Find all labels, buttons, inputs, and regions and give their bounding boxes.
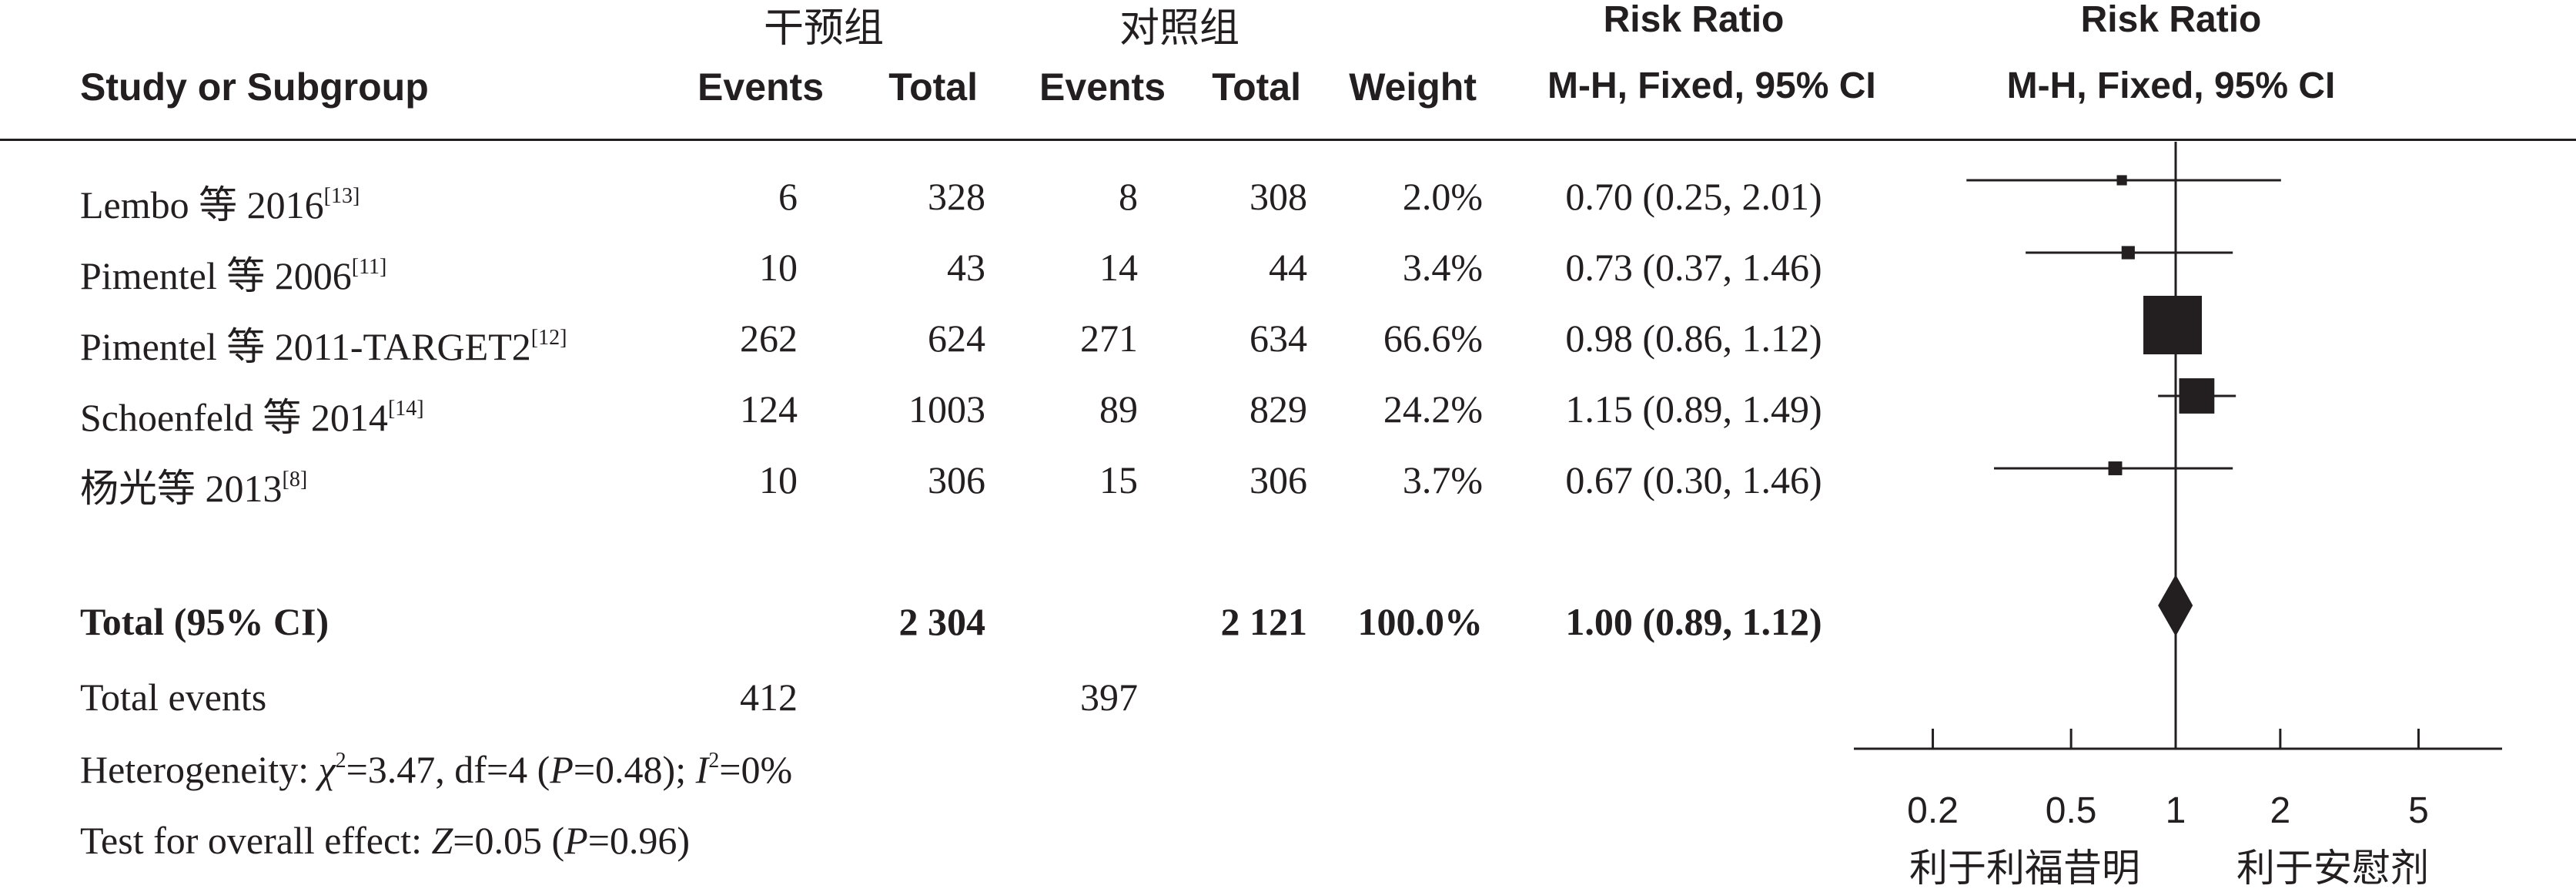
weight-column-header: Weight [1349,65,1477,109]
header-rule [0,139,2576,141]
total-control-sum: 2 121 [1220,600,1308,643]
total-events-intervention: 412 [740,676,798,719]
x-tick-label: 0.2 [1907,790,1959,831]
i-value: =0% [719,748,793,791]
total-events-control: 397 [1080,676,1138,719]
rr-method-header: M-H, Fixed, 95% CI [1547,65,1876,106]
i-exponent: 2 [708,748,720,773]
study-column-header: Study or Subgroup [80,65,429,109]
overall-p-symbol: P [564,819,588,862]
events-control-header: Events [1039,65,1166,109]
total-control: 308 [1250,175,1307,218]
pooled-diamond [2158,575,2193,636]
p-value: =0.48); [573,748,696,791]
x-tick-label: 2 [2270,790,2291,831]
favours-right-label: 利于安慰剂 [2236,846,2429,890]
plot-title: Risk Ratio [2080,0,2262,40]
i-symbol: I [695,748,709,791]
study-name: Lembo 等 2016 [80,183,324,226]
control-group-header: 对照组 [1119,7,1239,51]
overall-p-value: =0.96) [587,819,691,862]
study-ref: [11] [351,254,387,279]
study-row: 杨光等 2013[8] [80,458,307,513]
total-control: 829 [1250,387,1307,431]
study-name: Pimentel 等 2011-TARGET2 [80,325,531,368]
total-intervention-sum: 2 304 [898,600,986,643]
events-control: 89 [1099,387,1138,431]
study-name: Pimentel 等 2006 [80,254,352,297]
study-ref: [14] [387,396,424,421]
study-row: Lembo 等 2016[13] [80,174,360,230]
total-intervention-header: Total [888,65,978,109]
events-intervention: 10 [759,458,798,501]
overall-effect-line: Test for overall effect: Z=0.05 (P=0.96) [80,818,690,863]
p-symbol: P [550,748,574,791]
rr-value: 0.70 (0.25, 2.01) [1565,175,1822,218]
study-name: 杨光等 2013 [80,467,283,510]
total-intervention: 1003 [908,387,985,431]
point-estimate [2121,246,2135,260]
plot-method-header: M-H, Fixed, 95% CI [2006,65,2336,106]
total-intervention: 306 [928,458,985,501]
total-label: Total (95% CI) [80,600,330,643]
rr-value: 0.67 (0.30, 1.46) [1565,458,1822,501]
total-control: 44 [1269,246,1307,289]
point-estimate [2116,175,2127,186]
events-intervention: 10 [759,246,798,289]
point-estimate [2108,461,2123,475]
favours-left-label: 利于利福昔明 [1909,846,2140,890]
weight-value: 2.0% [1402,175,1483,218]
weight-value: 24.2% [1383,387,1483,431]
intervention-group-header: 干预组 [763,7,884,51]
x-tick-label: 0.5 [2046,790,2097,831]
x-tick-label: 1 [2166,790,2186,831]
total-intervention: 624 [928,317,985,360]
events-control: 271 [1080,317,1138,360]
pooled-rr-value: 1.00 (0.89, 1.12) [1565,600,1822,643]
total-weight: 100.0% [1357,600,1484,643]
chi-symbol: χ [318,748,336,791]
events-control: 15 [1099,458,1138,501]
total-events-label: Total events [80,676,267,719]
chi-exponent: 2 [335,748,346,773]
heterogeneity-line: Heterogeneity: χ2=3.47, df=4 (P=0.48); I… [80,747,792,792]
study-row: Pimentel 等 2011-TARGET2[12] [80,316,567,371]
rr-value: 1.15 (0.89, 1.49) [1565,387,1822,431]
rr-column-title: Risk Ratio [1603,0,1785,40]
point-estimate [2179,378,2215,414]
total-control-header: Total [1212,65,1301,109]
weight-value: 66.6% [1383,317,1483,360]
overall-prefix: Test for overall effect: [80,819,432,862]
weight-value: 3.4% [1402,246,1483,289]
events-intervention-header: Events [698,65,824,109]
events-intervention: 262 [740,317,798,360]
rr-value: 0.98 (0.86, 1.12) [1565,317,1822,360]
z-symbol: Z [431,819,453,862]
total-control: 634 [1250,317,1307,360]
study-ref: [12] [530,325,567,350]
total-intervention: 43 [947,246,985,289]
study-ref: [8] [282,467,308,491]
study-row: Schoenfeld 等 2014[14] [80,387,424,442]
heterogeneity-prefix: Heterogeneity: [80,748,319,791]
events-control: 8 [1119,175,1138,218]
total-intervention: 328 [928,175,985,218]
events-control: 14 [1099,246,1138,289]
study-ref: [13] [323,183,360,208]
point-estimate [2143,296,2203,354]
study-name: Schoenfeld 等 2014 [80,396,388,439]
events-intervention: 124 [740,387,798,431]
chi-value: =3.47, df=4 ( [346,748,550,791]
x-tick-label: 5 [2408,790,2429,831]
total-control: 306 [1250,458,1307,501]
weight-value: 3.7% [1402,458,1483,501]
z-value: =0.05 ( [453,819,565,862]
rr-value: 0.73 (0.37, 1.46) [1565,246,1822,289]
events-intervention: 6 [778,175,798,218]
study-row: Pimentel 等 2006[11] [80,245,386,300]
